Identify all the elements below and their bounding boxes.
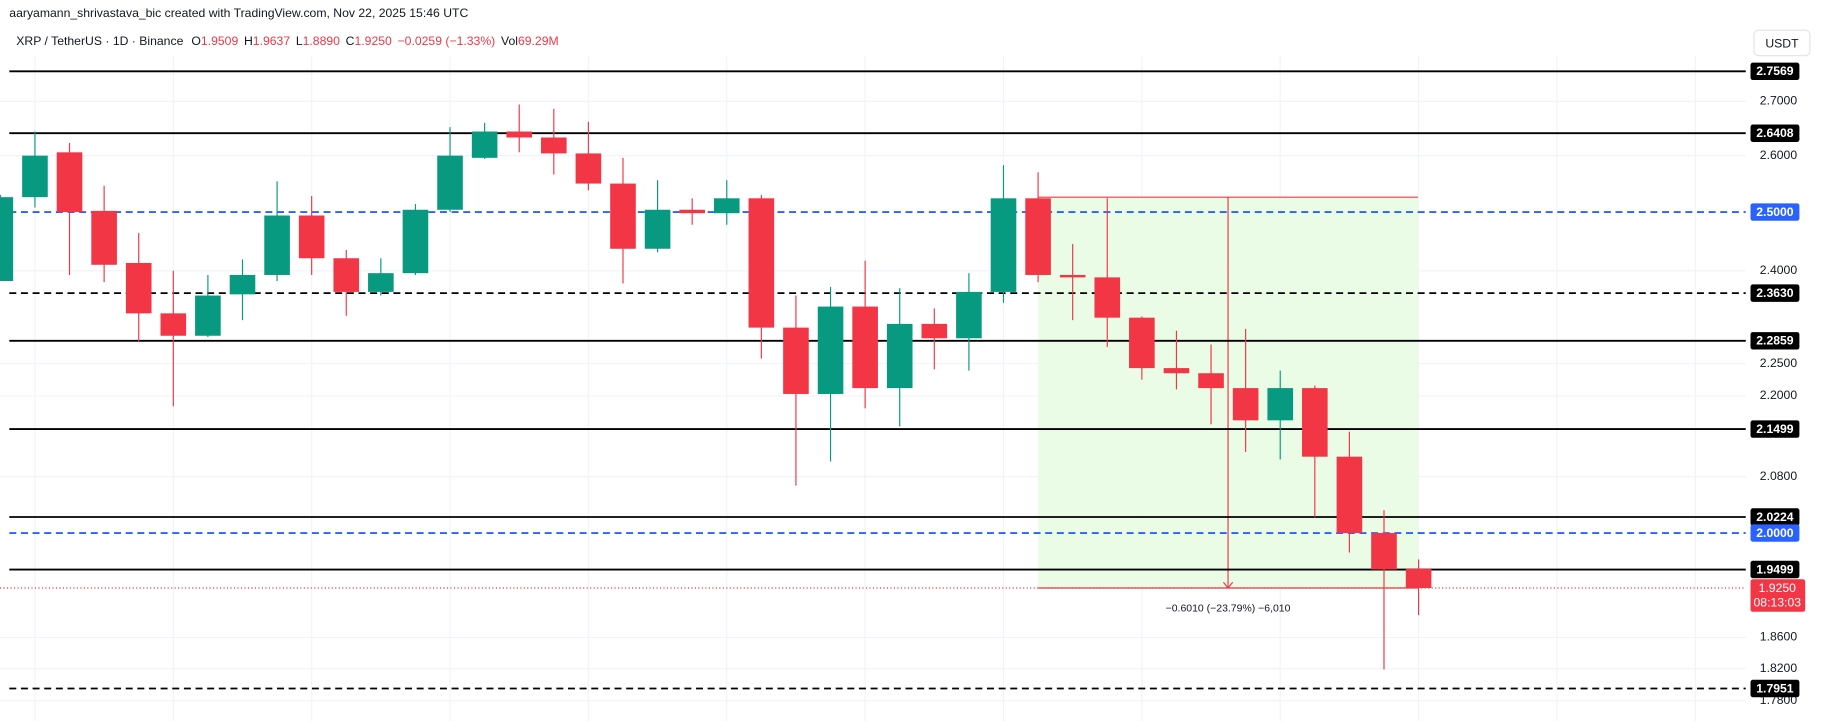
change-value: −0.0259 (−1.33%) [398,34,496,48]
level-label: 2.1499 [1756,422,1794,436]
level-label: 2.3630 [1756,286,1794,300]
open-label: O [191,34,200,48]
candle-body [1059,274,1086,278]
high-label: H [244,34,253,48]
candle-body [402,209,429,274]
currency-button[interactable] [1753,29,1811,57]
candle-body [1025,198,1051,275]
level-label: 2.7569 [1756,64,1794,78]
level-label-box [1750,420,1800,438]
plot-area: −0.6010 (−23.79%) −6,010 [0,55,1746,721]
candle-body [610,183,636,249]
y-tick-label: 1.8200 [1760,661,1798,675]
level-label-box [1750,508,1800,526]
candle-body [921,323,948,339]
symbol-info: XRP / TetherUS · 1D · Binance O1.9509 H1… [16,34,558,48]
measure-label: −0.6010 (−23.79%) −6,010 [1166,604,1291,615]
candle-body [1371,533,1397,570]
y-tick-label: 2.4000 [1760,263,1798,277]
y-tick-label: 2.6000 [1760,148,1798,162]
candle-body [1267,388,1294,421]
candle-body [783,327,809,394]
candle-body [644,209,671,249]
volume-value: 69.29M [518,34,559,48]
open-value: 1.9509 [201,34,239,48]
measure-arrowhead [1222,581,1234,589]
candle-body [575,153,602,184]
candle-body [471,131,498,158]
candle-body [56,152,83,213]
y-tick-label: 2.0800 [1760,469,1798,483]
level-label: 2.6408 [1756,126,1794,140]
level-label-box [1750,560,1800,579]
candle-body [195,295,221,336]
candle-body [679,209,705,214]
candle-body [990,198,1017,292]
level-label: 2.0224 [1756,510,1794,524]
level-label-box [1750,124,1800,142]
currency[interactable]: USDT [1765,36,1799,50]
level-label: 1.7951 [1756,681,1794,695]
candle-body [1405,568,1432,589]
level-label-box [1750,62,1800,81]
candle-body [1198,373,1224,389]
candle-body [886,323,913,389]
symbol: XRP / TetherUS · 1D · Binance [16,34,183,48]
candle-body [1129,317,1155,369]
y-tick-label: 2.2000 [1760,388,1798,402]
close-value: 1.9250 [355,34,393,48]
level-label: 2.5000 [1756,205,1794,219]
last-price-box [1750,579,1806,612]
volume-label: Vol [501,34,518,48]
candle-body [22,155,48,198]
last-price-label: 1.9250 [1759,581,1797,595]
candle-body [1163,368,1190,374]
candle-body [541,137,567,154]
level-label: 2.0000 [1756,526,1794,540]
candle-body [91,210,117,265]
countdown: 08:13:03 [1754,595,1802,609]
level-label-box [1750,332,1800,350]
high-value: 1.9637 [253,34,291,48]
level-label: 2.2859 [1756,334,1794,348]
candle-body [333,258,360,292]
level-label: 1.9499 [1756,562,1794,576]
candle-body [437,155,463,210]
candle-body [748,198,775,328]
candle-body [160,313,187,336]
level-label-box [1750,524,1800,542]
price-axis: 2.7000 2.6000 2.4000 2.2500 2.2000 2.0800 1.86… [1750,62,1806,707]
level-label-box [1750,284,1800,302]
candle-body [264,215,290,275]
candle-body [125,263,152,314]
candle-body [229,274,256,295]
candle-body [1302,388,1328,457]
low-label: L [296,34,303,48]
candle-body [713,198,740,214]
level-label-box [1750,679,1800,698]
close-label: C [346,34,355,48]
candle-body [298,215,325,259]
candle-body [0,197,14,281]
candle-body [956,291,982,339]
y-tick-label: 2.2500 [1760,356,1798,370]
candle-body [1336,456,1363,534]
y-tick-label: 1.8600 [1760,630,1798,644]
candle-body [368,273,394,292]
candle-body [506,131,533,138]
low-value: 1.8890 [303,34,341,48]
level-label-box [1750,203,1800,221]
y-tick-label: 2.7000 [1760,94,1798,108]
attribution: aaryamann_shrivastava_bic created with T… [9,6,468,20]
candle-body [1094,277,1121,318]
candle-body [852,306,878,389]
candle-body [1232,388,1259,421]
candle-body [817,306,844,394]
